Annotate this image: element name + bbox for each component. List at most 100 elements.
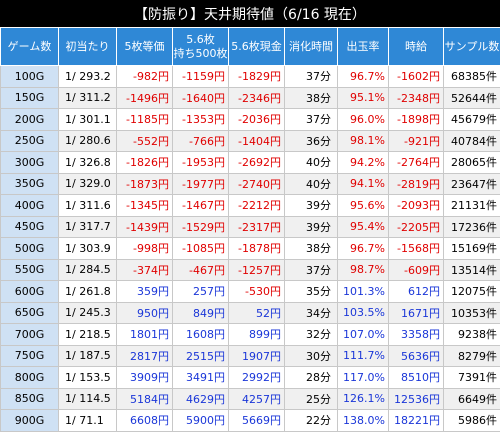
table-cell: 4629円 (173, 388, 229, 410)
table-cell: 28065件 (444, 152, 500, 174)
table-cell: 34分 (285, 302, 338, 324)
table-cell: -1826円 (117, 152, 173, 174)
table-cell: 39分 (285, 216, 338, 238)
table-cell: 111.7% (338, 345, 389, 367)
table-cell: -467円 (173, 259, 229, 281)
table-cell: 1/ 187.5 (59, 345, 117, 367)
table-cell: 1907円 (229, 345, 285, 367)
table-cell: 37分 (285, 66, 338, 88)
table-cell: 15169件 (444, 238, 500, 260)
table-cell: 101.3% (338, 281, 389, 303)
table-cell: 750G (1, 345, 59, 367)
table-cell: 52644件 (444, 87, 500, 109)
table-cell: 17236件 (444, 216, 500, 238)
table-cell: -1640円 (173, 87, 229, 109)
table-cell: 95.1% (338, 87, 389, 109)
table-cell: -2764円 (389, 152, 444, 174)
table-cell: -374円 (117, 259, 173, 281)
table-cell: 1/ 311.6 (59, 195, 117, 217)
table-cell: -2692円 (229, 152, 285, 174)
table-cell: 94.2% (338, 152, 389, 174)
table-cell: 40分 (285, 152, 338, 174)
table-cell: -552円 (117, 130, 173, 152)
table-cell: -1953円 (173, 152, 229, 174)
table-cell: 8510円 (389, 367, 444, 389)
table-cell: 800G (1, 367, 59, 389)
table-cell: 3909円 (117, 367, 173, 389)
table-cell: 300G (1, 152, 59, 174)
table-cell: 899円 (229, 324, 285, 346)
table-cell: 400G (1, 195, 59, 217)
table-cell: -1878円 (229, 238, 285, 260)
header-first-hit: 初当たり (59, 28, 117, 66)
table-cell: 52円 (229, 302, 285, 324)
table-cell: -921円 (389, 130, 444, 152)
table-cell: 2515円 (173, 345, 229, 367)
table-cell: 359円 (117, 281, 173, 303)
table-cell: 45679件 (444, 109, 500, 131)
page-title: 【防振り】天井期待値（6/16 現在） (0, 0, 500, 27)
table-cell: 37分 (285, 109, 338, 131)
table-cell: -2317円 (229, 216, 285, 238)
table-cell: 9238件 (444, 324, 500, 346)
table-cell: 1/ 245.3 (59, 302, 117, 324)
table-cell: 126.1% (338, 388, 389, 410)
table-cell: 3358円 (389, 324, 444, 346)
table-cell: 5184円 (117, 388, 173, 410)
table-cell: 700G (1, 324, 59, 346)
table-cell: 25分 (285, 388, 338, 410)
table-cell: 650G (1, 302, 59, 324)
table-cell: -766円 (173, 130, 229, 152)
table-cell: 1/ 317.7 (59, 216, 117, 238)
table-cell: 1/ 326.8 (59, 152, 117, 174)
table-cell: -2093円 (389, 195, 444, 217)
table-cell: 1/ 329.0 (59, 173, 117, 195)
table-cell: 612円 (389, 281, 444, 303)
table-cell: 450G (1, 216, 59, 238)
table-cell: 117.0% (338, 367, 389, 389)
table-cell: -1345円 (117, 195, 173, 217)
table-cell: 96.7% (338, 238, 389, 260)
table-cell: 95.6% (338, 195, 389, 217)
expected-value-table: ゲーム数 初当たり 5枚等価 5.6枚 持ち500枚 5.6枚現金 消化時間 出… (0, 27, 500, 432)
table-cell: -2036円 (229, 109, 285, 131)
table-cell: -1439円 (117, 216, 173, 238)
table-cell: 95.4% (338, 216, 389, 238)
table-cell: 103.5% (338, 302, 389, 324)
table-cell: -1467円 (173, 195, 229, 217)
table-cell: -1257円 (229, 259, 285, 281)
table-cell: -1404円 (229, 130, 285, 152)
table-cell: 21131件 (444, 195, 500, 217)
table-cell: 150G (1, 87, 59, 109)
header-payout-rate: 出玉率 (338, 28, 389, 66)
header-hourly: 時給 (389, 28, 444, 66)
table-cell: 35分 (285, 281, 338, 303)
table-cell: -1602円 (389, 66, 444, 88)
table-cell: 1/ 280.6 (59, 130, 117, 152)
table-cell: 12075件 (444, 281, 500, 303)
table-cell: -998円 (117, 238, 173, 260)
table-cell: 5636円 (389, 345, 444, 367)
table-cell: 30分 (285, 345, 338, 367)
table-cell: -982円 (117, 66, 173, 88)
table-cell: 28分 (285, 367, 338, 389)
table-cell: 550G (1, 259, 59, 281)
table-cell: 2992円 (229, 367, 285, 389)
table-cell: 68385件 (444, 66, 500, 88)
table-header-row: ゲーム数 初当たり 5枚等価 5.6枚 持ち500枚 5.6枚現金 消化時間 出… (1, 28, 500, 66)
table-cell: 98.7% (338, 259, 389, 281)
table-cell: 1/ 311.2 (59, 87, 117, 109)
table-cell: 7391件 (444, 367, 500, 389)
table-cell: 98.1% (338, 130, 389, 152)
table-cell: 1/ 218.5 (59, 324, 117, 346)
table-cell: 1671円 (389, 302, 444, 324)
table-cell: -1353円 (173, 109, 229, 131)
table-cell: 107.0% (338, 324, 389, 346)
